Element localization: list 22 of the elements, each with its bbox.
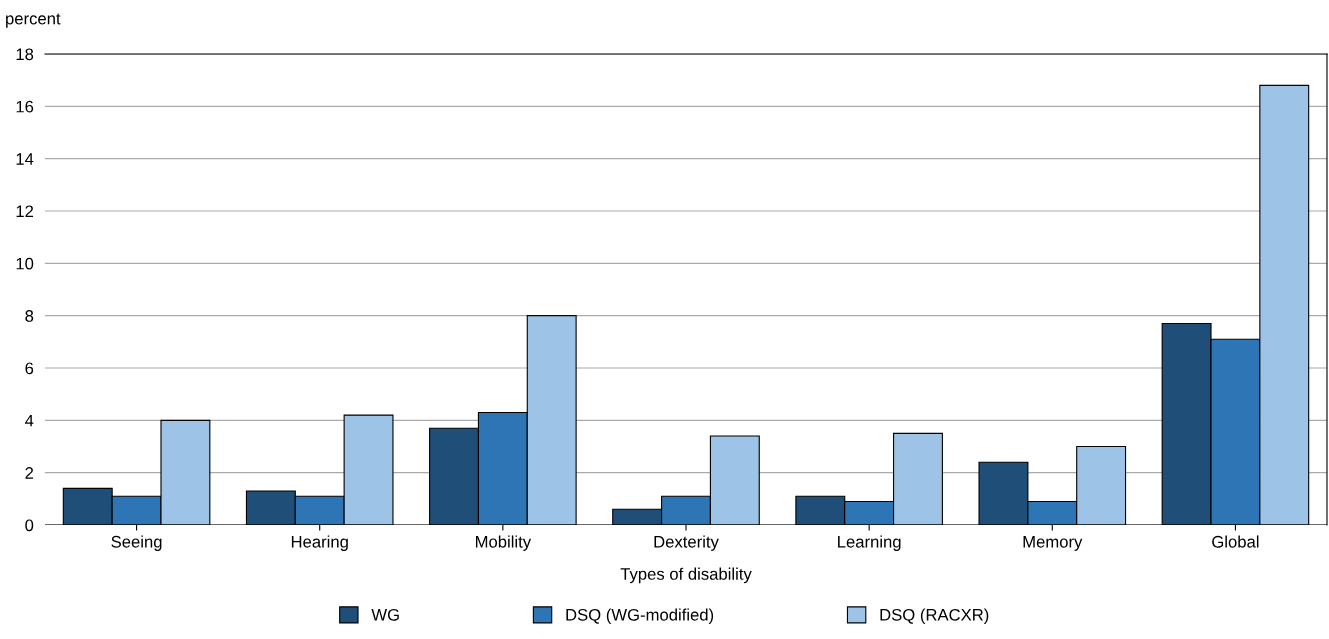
x-tick-label: Seeing: [111, 535, 162, 551]
y-tick-label: 14: [16, 153, 34, 165]
y-tick-label: 16: [16, 100, 34, 113]
y-tick-label: 0: [25, 519, 34, 532]
legend-label: DSQ (WG-modified): [566, 608, 714, 624]
y-tick-label: 2: [25, 467, 34, 479]
y-tick-label: 10: [16, 257, 34, 270]
legend-label: DSQ (RACXR): [880, 608, 989, 624]
y-tick-label: 8: [25, 310, 34, 322]
x-tick-label: Hearing: [291, 535, 348, 551]
x-axis-title: Types of disability: [620, 567, 752, 584]
y-tick-label: 4: [25, 414, 34, 427]
legend-label: WG: [371, 608, 399, 621]
y-tick-label: 6: [25, 362, 34, 375]
x-tick-label: Learning: [838, 535, 901, 551]
y-axis-title: percent: [6, 13, 61, 28]
x-tick-label: Mobility: [475, 535, 532, 551]
x-tick-label: Global: [1212, 535, 1259, 548]
y-tick-label: 12: [16, 205, 34, 218]
x-tick-label: Dexterity: [654, 535, 719, 551]
x-tick-label: Memory: [1023, 536, 1083, 551]
y-tick-label: 18: [16, 48, 34, 61]
